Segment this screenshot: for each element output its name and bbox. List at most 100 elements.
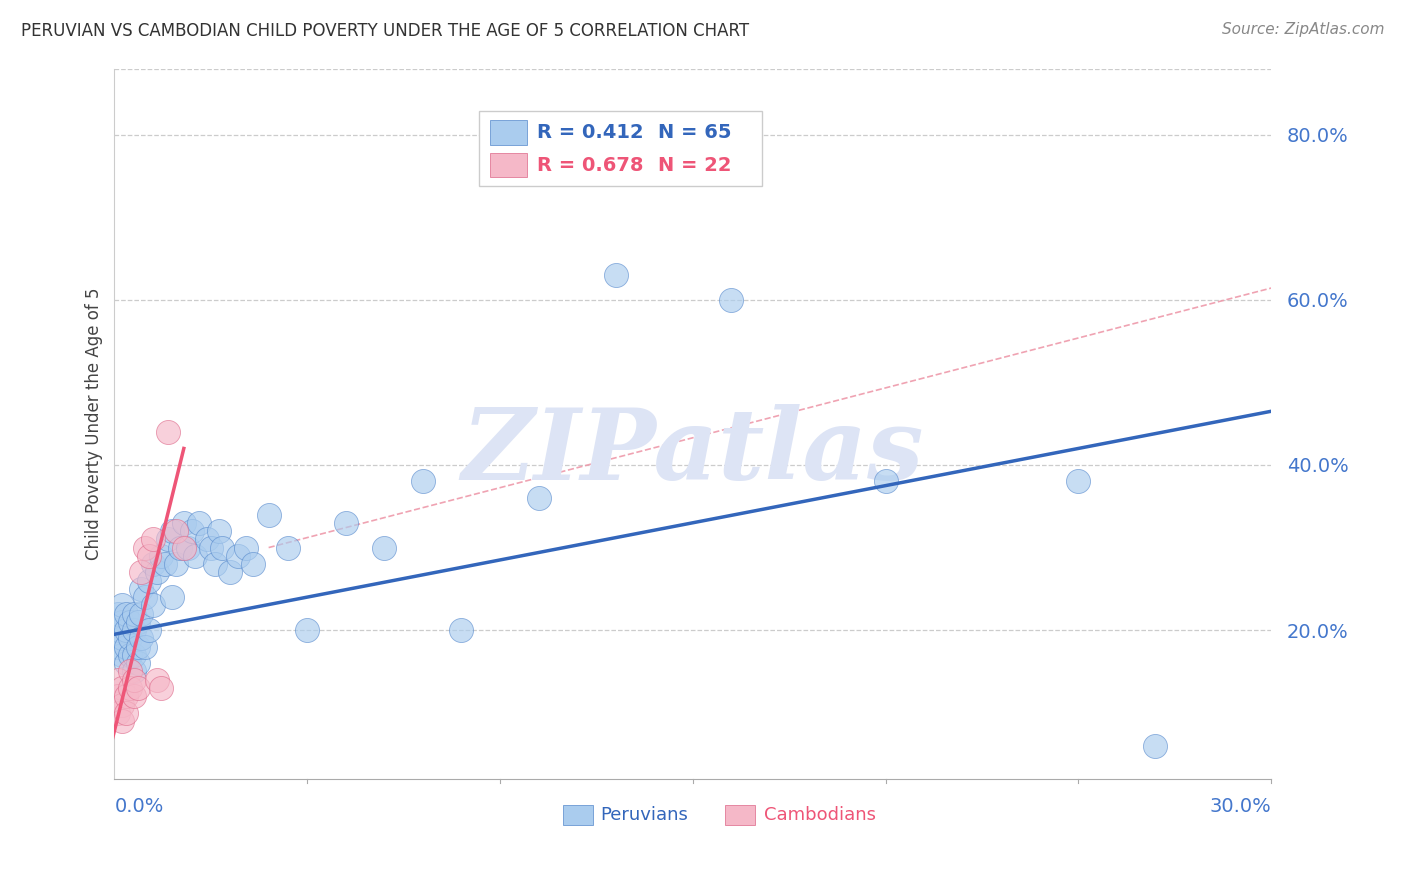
Point [173, 541, 195, 555]
Point [527, 491, 550, 505]
Point [153, 557, 176, 571]
Point [115, 690, 138, 704]
Point [605, 268, 627, 282]
Point [142, 557, 165, 571]
Point [176, 541, 198, 555]
Point [226, 549, 249, 563]
Point [157, 425, 180, 439]
Point [188, 516, 211, 530]
Point [131, 566, 153, 580]
Point [134, 541, 156, 555]
Point [335, 516, 357, 530]
Point [127, 657, 149, 671]
Point [235, 541, 257, 555]
Point [118, 648, 141, 662]
Point [1144, 739, 1167, 753]
Point [127, 615, 149, 629]
Point [111, 632, 134, 646]
Y-axis label: Child Poverty Under the Age of 5: Child Poverty Under the Age of 5 [86, 287, 103, 560]
Point [118, 615, 141, 629]
Text: ZIPatlas: ZIPatlas [461, 404, 924, 500]
Point [118, 665, 141, 679]
Point [184, 549, 207, 563]
Point [219, 566, 242, 580]
Point [146, 673, 169, 687]
Point [107, 607, 129, 621]
Text: N = 22: N = 22 [658, 155, 731, 175]
Point [122, 690, 145, 704]
Point [134, 590, 156, 604]
Point [720, 293, 742, 307]
Point [111, 714, 134, 728]
Point [122, 665, 145, 679]
Text: Cambodians: Cambodians [765, 806, 876, 824]
Point [138, 623, 160, 637]
FancyBboxPatch shape [725, 805, 755, 825]
Point [173, 516, 195, 530]
Text: Source: ZipAtlas.com: Source: ZipAtlas.com [1222, 22, 1385, 37]
Point [122, 623, 145, 637]
Point [875, 475, 897, 489]
Point [111, 615, 134, 629]
Point [200, 541, 222, 555]
Point [111, 681, 134, 695]
Point [131, 607, 153, 621]
FancyBboxPatch shape [479, 112, 762, 186]
Point [257, 508, 280, 522]
FancyBboxPatch shape [491, 120, 527, 145]
Point [107, 640, 129, 654]
Point [169, 541, 191, 555]
FancyBboxPatch shape [564, 805, 593, 825]
Point [111, 599, 134, 613]
Point [149, 681, 172, 695]
Point [207, 524, 229, 538]
Point [115, 706, 138, 720]
Point [149, 549, 172, 563]
Point [131, 632, 153, 646]
Point [211, 541, 233, 555]
Text: PERUVIAN VS CAMBODIAN CHILD POVERTY UNDER THE AGE OF 5 CORRELATION CHART: PERUVIAN VS CAMBODIAN CHILD POVERTY UNDE… [21, 22, 749, 40]
Point [165, 557, 187, 571]
Point [115, 623, 138, 637]
Text: 30.0%: 30.0% [1209, 797, 1271, 816]
Point [107, 690, 129, 704]
Point [111, 648, 134, 662]
Point [450, 623, 472, 637]
Point [146, 566, 169, 580]
Point [277, 541, 299, 555]
Point [204, 557, 226, 571]
Point [118, 632, 141, 646]
Point [157, 533, 180, 547]
Point [111, 698, 134, 712]
Point [122, 673, 145, 687]
Text: Peruvians: Peruvians [600, 806, 688, 824]
Point [142, 533, 165, 547]
Point [115, 657, 138, 671]
Point [131, 582, 153, 596]
Point [118, 681, 141, 695]
Point [180, 524, 202, 538]
Point [107, 706, 129, 720]
Text: N = 65: N = 65 [658, 123, 731, 142]
Point [122, 607, 145, 621]
Point [412, 475, 434, 489]
FancyBboxPatch shape [491, 153, 527, 178]
Point [122, 648, 145, 662]
Point [127, 640, 149, 654]
Point [295, 623, 318, 637]
Text: R = 0.678: R = 0.678 [537, 155, 643, 175]
Text: 0.0%: 0.0% [114, 797, 163, 816]
Point [107, 673, 129, 687]
Point [162, 524, 184, 538]
Text: R = 0.412: R = 0.412 [537, 123, 643, 142]
Point [142, 599, 165, 613]
Point [115, 640, 138, 654]
Point [138, 574, 160, 588]
Point [162, 590, 184, 604]
Point [165, 524, 187, 538]
Point [107, 623, 129, 637]
Point [134, 640, 156, 654]
Point [195, 533, 218, 547]
Point [1067, 475, 1090, 489]
Point [115, 607, 138, 621]
